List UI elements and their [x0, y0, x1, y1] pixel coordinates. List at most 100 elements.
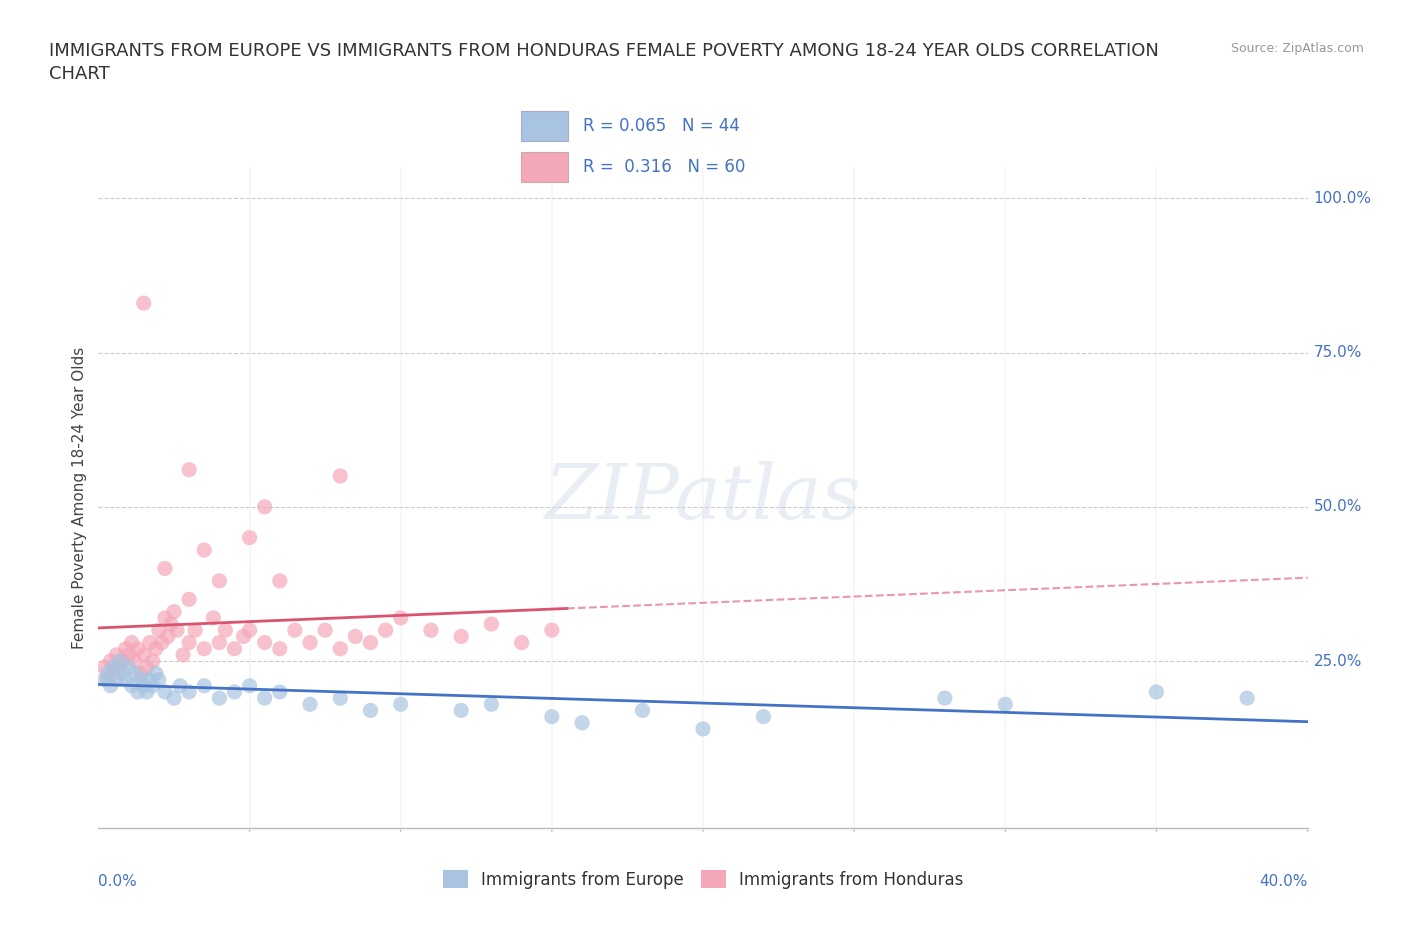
Point — [360, 703, 382, 718]
Point — [129, 672, 152, 687]
Text: 75.0%: 75.0% — [1313, 345, 1362, 360]
Point — [153, 684, 176, 699]
Point — [132, 296, 155, 311]
Point — [166, 623, 188, 638]
Point — [692, 722, 714, 737]
Point — [150, 635, 173, 650]
Point — [329, 642, 352, 657]
Point — [419, 623, 441, 638]
Point — [571, 715, 593, 730]
Point — [184, 623, 207, 638]
Point — [269, 642, 291, 657]
Point — [193, 542, 215, 557]
Text: R = 0.065   N = 44: R = 0.065 N = 44 — [583, 117, 740, 135]
Point — [193, 642, 215, 657]
Point — [100, 654, 122, 669]
Text: 40.0%: 40.0% — [1260, 874, 1308, 889]
Point — [121, 635, 143, 650]
Point — [344, 629, 367, 644]
Point — [160, 617, 183, 631]
Point — [329, 691, 352, 706]
Point — [193, 678, 215, 693]
Point — [148, 623, 170, 638]
Point — [360, 635, 382, 650]
Text: 100.0%: 100.0% — [1313, 191, 1372, 206]
Point — [163, 691, 186, 706]
Point — [752, 710, 775, 724]
Point — [540, 623, 562, 638]
Point — [631, 703, 654, 718]
Point — [111, 666, 134, 681]
Point — [540, 710, 562, 724]
Point — [148, 672, 170, 687]
Point — [100, 678, 122, 693]
Point — [172, 647, 194, 662]
Text: 50.0%: 50.0% — [1313, 499, 1362, 514]
Point — [114, 672, 136, 687]
Point — [450, 703, 472, 718]
Point — [124, 654, 146, 669]
Point — [224, 684, 246, 699]
Point — [103, 666, 125, 681]
Text: ZIPatlas: ZIPatlas — [544, 460, 862, 535]
Point — [142, 678, 165, 693]
Text: Source: ZipAtlas.com: Source: ZipAtlas.com — [1230, 42, 1364, 55]
Point — [118, 659, 141, 674]
Point — [127, 684, 149, 699]
Point — [93, 659, 115, 674]
Point — [142, 654, 165, 669]
Point — [481, 617, 503, 631]
Text: IMMIGRANTS FROM EUROPE VS IMMIGRANTS FROM HONDURAS FEMALE POVERTY AMONG 18-24 YE: IMMIGRANTS FROM EUROPE VS IMMIGRANTS FRO… — [49, 42, 1159, 84]
Point — [253, 635, 276, 650]
Point — [96, 666, 118, 681]
Point — [481, 697, 503, 711]
Point — [121, 678, 143, 693]
Point — [163, 604, 186, 619]
Point — [214, 623, 236, 638]
Point — [374, 623, 396, 638]
Point — [156, 629, 179, 644]
Point — [153, 561, 176, 576]
Point — [232, 629, 254, 644]
Point — [103, 659, 125, 674]
Point — [135, 659, 157, 674]
Point — [105, 672, 128, 687]
Point — [177, 591, 201, 606]
Point — [132, 647, 155, 662]
Point — [450, 629, 472, 644]
FancyBboxPatch shape — [520, 112, 568, 141]
Point — [145, 666, 167, 681]
Y-axis label: Female Poverty Among 18-24 Year Olds: Female Poverty Among 18-24 Year Olds — [72, 347, 87, 649]
Point — [118, 647, 141, 662]
Point — [239, 623, 262, 638]
Point — [177, 684, 201, 699]
Point — [314, 623, 336, 638]
Point — [93, 672, 115, 687]
FancyBboxPatch shape — [520, 152, 568, 182]
Point — [1144, 684, 1167, 699]
Point — [96, 672, 118, 687]
Point — [994, 697, 1017, 711]
Point — [1236, 691, 1258, 706]
Point — [389, 610, 412, 625]
Point — [239, 530, 262, 545]
Text: R =  0.316   N = 60: R = 0.316 N = 60 — [583, 158, 745, 176]
Point — [127, 642, 149, 657]
Point — [153, 610, 176, 625]
Point — [299, 635, 322, 650]
Point — [208, 691, 231, 706]
Point — [139, 672, 162, 687]
Point — [177, 462, 201, 477]
Point — [124, 666, 146, 681]
Point — [177, 635, 201, 650]
Point — [114, 642, 136, 657]
Point — [253, 691, 276, 706]
Point — [224, 642, 246, 657]
Point — [208, 574, 231, 589]
Point — [139, 635, 162, 650]
Point — [105, 647, 128, 662]
Point — [129, 666, 152, 681]
Text: 25.0%: 25.0% — [1313, 654, 1362, 669]
Point — [108, 659, 131, 674]
Point — [239, 678, 262, 693]
